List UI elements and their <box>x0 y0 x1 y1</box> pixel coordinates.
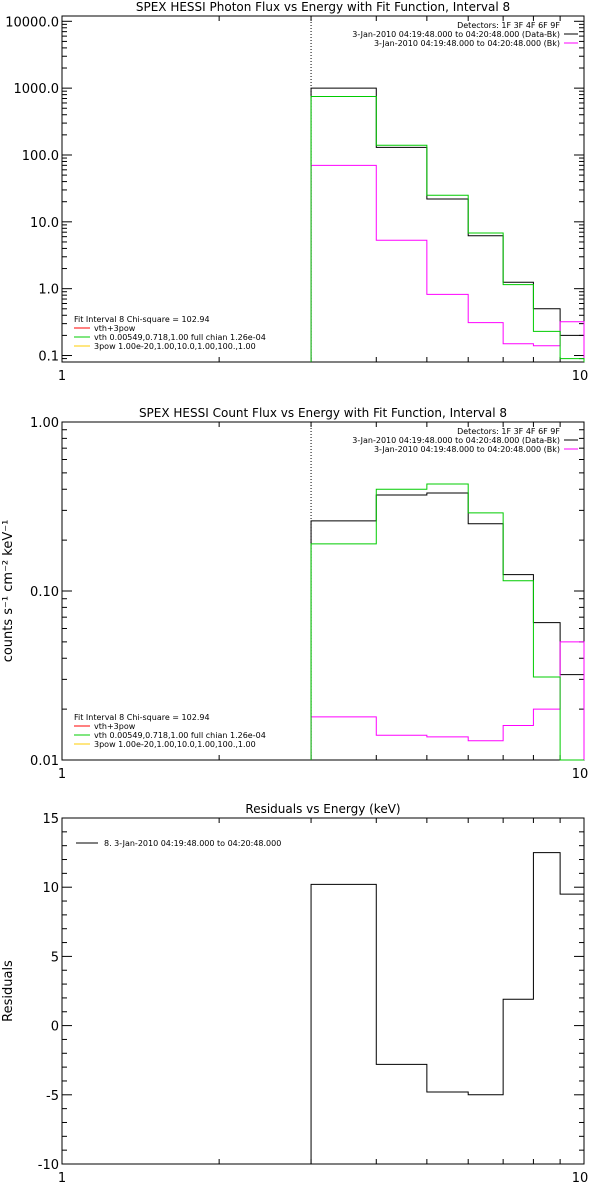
x-tick-label: 1 <box>58 1171 66 1186</box>
y-tick-label: 10 <box>42 881 59 896</box>
plot-frame <box>61 817 585 1165</box>
y-tick-label: 0 <box>51 1020 59 1035</box>
header-text: Detectors: 1F 3F 4F 6F 9F <box>457 21 560 30</box>
plot-frame <box>61 15 585 363</box>
fit-legend-entry: vth+3pow <box>94 722 136 731</box>
series-line-3 <box>310 95 585 362</box>
x-tick-label: 10 <box>572 369 589 384</box>
y-tick-label: 0.10 <box>30 585 59 600</box>
series-line-1 <box>310 87 585 362</box>
y-tick-label: 10.0 <box>30 216 59 231</box>
fit-legend-entry: 3pow 1.00e-20,1.00,10.0,1.00,100.,1.00 <box>94 342 256 351</box>
y-tick-label: 0.01 <box>30 754 59 769</box>
y-tick-label: 100.0 <box>22 149 59 164</box>
series-line-2 <box>310 641 585 760</box>
y-tick-label: 10000.0 <box>5 15 59 30</box>
series-line-3 <box>310 483 584 761</box>
series-line-1 <box>310 852 585 1164</box>
x-tick-label: 1 <box>58 767 66 782</box>
fit-legend-title: Fit Interval 8 Chi-square = 102.94 <box>74 315 210 324</box>
header-text: 3-Jan-2010 04:19:48.000 to 04:20:48.000 … <box>352 436 560 445</box>
x-tick-label: 10 <box>572 1171 589 1186</box>
panel-3: Residuals vs Energy (keV) 1 10 15 10 5 0 -5 -10 R… <box>1 802 588 1186</box>
fit-legend-entry: vth 0.00549,0.718,1.00 full chian 1.26e-… <box>94 333 266 342</box>
chart-title: SPEX HESSI Photon Flux vs Energy with Fi… <box>136 0 510 14</box>
panel-1: SPEX HESSI Photon Flux vs Energy with Fi… <box>5 0 588 384</box>
y-axis-label: counts s⁻¹ cm⁻² keV⁻¹ <box>1 520 16 663</box>
panel-2: SPEX HESSI Count Flux vs Energy with Fit… <box>1 406 588 782</box>
header-text: Detectors: 1F 3F 4F 6F 9F <box>457 427 560 436</box>
y-tick-label: -5 <box>46 1089 59 1104</box>
y-tick-label: -10 <box>38 1158 59 1173</box>
chart-title: SPEX HESSI Count Flux vs Energy with Fit… <box>139 406 507 420</box>
residual-legend-entry: 8. 3-Jan-2010 04:19:48.000 to 04:20:48.0… <box>104 839 281 848</box>
y-axis-label: Residuals <box>1 960 16 1022</box>
x-tick-label: 10 <box>572 767 589 782</box>
header-text: 3-Jan-2010 04:19:48.000 to 04:20:48.000 … <box>352 30 560 39</box>
chart-title: Residuals vs Energy (keV) <box>245 802 400 816</box>
y-tick-label: 1.0 <box>38 283 59 298</box>
y-tick-label: 1.00 <box>30 416 59 431</box>
series-line-1 <box>310 492 585 760</box>
header-text: 3-Jan-2010 04:19:48.000 to 04:20:48.000 … <box>374 445 560 454</box>
fit-legend-entry: vth+3pow <box>94 324 136 333</box>
x-tick-label: 1 <box>58 369 66 384</box>
fit-legend-entry: 3pow 1.00e-20,1.00,10.0,1.00,100.,1.00 <box>94 740 256 749</box>
fit-legend-entry: vth 0.00549,0.718,1.00 full chian 1.26e-… <box>94 731 266 740</box>
y-tick-label: 15 <box>42 812 59 827</box>
y-tick-label: 1000.0 <box>14 82 60 97</box>
header-text: 3-Jan-2010 04:19:48.000 to 04:20:48.000 … <box>374 39 560 48</box>
y-tick-label: 0.1 <box>38 350 59 365</box>
fit-legend-title: Fit Interval 8 Chi-square = 102.94 <box>74 713 210 722</box>
plot-frame <box>61 421 585 761</box>
y-tick-label: 5 <box>51 950 59 965</box>
